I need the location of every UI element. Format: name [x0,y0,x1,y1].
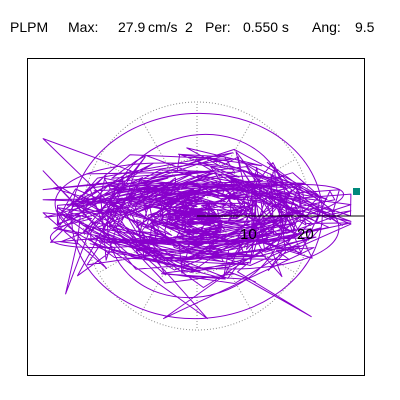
plot-header: PLPM Max: 27.9 cm/s 2 Per: 0.550 s Ang: … [0,0,400,44]
period-value: 0.550 s [243,19,289,35]
angle-value: 9.5 [355,19,375,35]
motion-trace-loop [90,175,304,257]
motion-trace [42,138,352,320]
motion-trace-loop [49,183,345,249]
max-unit: cm/s [148,19,178,35]
ring-label-10: 10 [240,226,257,243]
plot-frame [27,58,365,376]
max-value: 27.9 [118,19,146,35]
max-marker-square [353,188,360,195]
trace-layer [42,112,352,320]
max-label: Max: [68,19,99,35]
channel-label: PLPM [10,19,49,35]
angle-label: Ang: [312,19,341,35]
motion-trace-loop [106,133,288,299]
period-label: Per: [205,19,231,35]
ring-label-20: 20 [297,226,314,243]
max-unit-exponent: 2 [185,19,193,35]
motion-trace-loop [54,162,340,270]
